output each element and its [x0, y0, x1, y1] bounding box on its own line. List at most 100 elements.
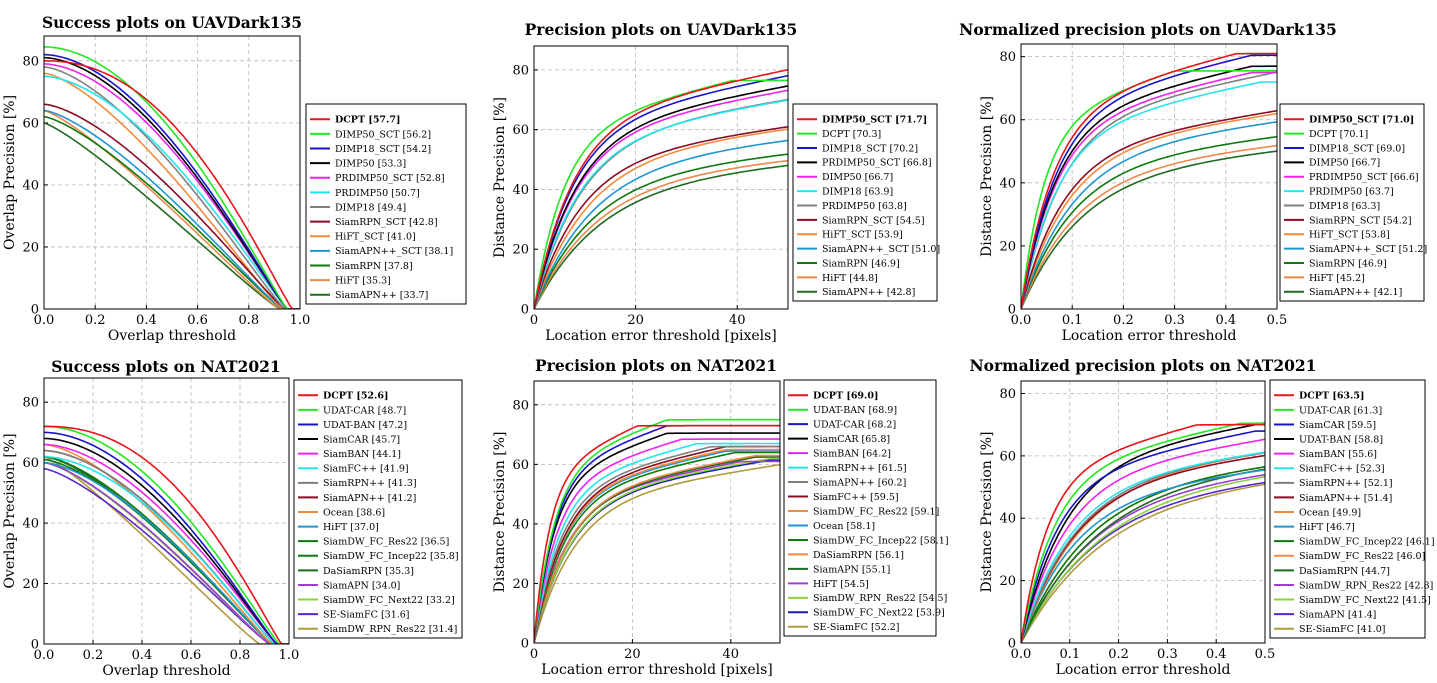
y-tick-label: 60 — [999, 449, 1016, 464]
y-tick-label: 40 — [999, 176, 1016, 191]
series-line-siamdw-fc-res22 — [534, 448, 780, 643]
y-tick-label: 60 — [512, 458, 529, 473]
legend-entry-udat-car: UDAT-CAR [48.7] — [323, 405, 406, 416]
x-axis-label: Overlap threshold — [102, 663, 230, 679]
x-tick-label: 0.4 — [1206, 647, 1227, 662]
legend-entry-udat-ban: UDAT-BAN [68.9] — [813, 405, 897, 416]
legend-entry-siamdw-fc-res22: SiamDW_FC_Res22 [46.0] — [1299, 551, 1425, 562]
legend-entry-hift: HiFT [46.7] — [1299, 522, 1355, 533]
y-axis-label: Distance Precision [%] — [979, 432, 995, 593]
series-line-dasiamrpn — [1021, 468, 1265, 643]
series-line-siamdw-rpn-res22 — [534, 457, 780, 643]
y-axis-label: Distance Precision [%] — [492, 432, 508, 593]
y-axis-label: Overlap Precision [%] — [2, 433, 18, 588]
series-line-dimp18-sct — [1021, 54, 1277, 309]
legend-entry-siamdw-fc-incep22: SiamDW_FC_Incep22 [58.1] — [813, 535, 949, 546]
series-line-hift — [44, 461, 289, 644]
x-tick-label: 0 — [530, 647, 538, 662]
legend-entry-dimp50-sct: DIMP50_SCT [56.2] — [335, 129, 431, 140]
y-tick-label: 60 — [22, 116, 39, 131]
series-line-siamban — [1021, 438, 1265, 643]
plot-frame — [43, 35, 301, 310]
x-tick-label: 0.0 — [1011, 313, 1032, 328]
chart-title: Success plots on UAVDark135 — [42, 13, 302, 32]
legend-entry-siamban: SiamBAN [64.2] — [813, 449, 891, 460]
series-line-hift — [1021, 469, 1265, 643]
series-line-siamcar — [44, 437, 289, 644]
series-line-siamapn-sct — [1021, 121, 1277, 309]
series-line-siamfc — [44, 455, 289, 644]
y-tick-label: 60 — [999, 113, 1016, 128]
legend-entry-siamdw-fc-next22: SiamDW_FC_Next22 [53.9] — [813, 608, 945, 619]
x-tick-label: 0.6 — [181, 648, 202, 663]
legend-entry-udat-car: UDAT-CAR [61.3] — [1299, 405, 1382, 416]
y-tick-label: 60 — [512, 123, 529, 138]
y-tick-label: 80 — [512, 63, 529, 78]
legend-entry-siamapn-sct: SiamAPN++_SCT [51.0] — [822, 244, 940, 255]
legend-entry-hift: HiFT [37.0] — [323, 522, 379, 533]
series-line-siamfc — [1021, 451, 1265, 643]
series-line-hift-sct — [1021, 112, 1277, 309]
series-line-siamdw-fc-incep22 — [1021, 466, 1265, 643]
legend-entry-dcpt: DCPT [70.1] — [1309, 129, 1368, 140]
legend-box — [1269, 379, 1426, 639]
series-line-dcpt — [534, 424, 780, 643]
y-tick-label: 60 — [22, 456, 39, 471]
x-tick-label: 40 — [729, 313, 746, 328]
legend-entry-siamrpn: SiamRPN++ [52.1] — [1299, 478, 1393, 489]
legend-entry-siamfc: SiamFC++ [41.9] — [323, 464, 409, 475]
plot-frame — [533, 380, 781, 644]
x-axis-label: Location error threshold — [1062, 328, 1237, 344]
series-line-hift — [44, 109, 300, 309]
legend-entry-prdimp50: PRDIMP50 [63.8] — [822, 201, 907, 212]
plot-frame — [43, 377, 290, 645]
legend: DIMP50_SCT [71.7] DCPT [70.3] DIMP18_SCT [… — [792, 103, 940, 302]
x-tick-label: 20 — [624, 647, 641, 662]
y-axis-label: Distance Precision [%] — [492, 97, 508, 258]
x-tick-label: 0.3 — [1157, 647, 1178, 662]
legend: DCPT [57.7] DIMP50_SCT [56.2] DIMP18_SCT [… — [305, 103, 467, 305]
series-line-siamapn — [534, 164, 788, 309]
legend-entry-dimp50: DIMP50 [66.7] — [1309, 158, 1380, 169]
series-line-dimp50-sct — [1021, 52, 1277, 309]
y-tick-label: 0 — [1008, 637, 1016, 652]
legend-entry-siamdw-rpn-res22: SiamDW_RPN_Res22 [42.8] — [1299, 580, 1433, 591]
legend-entry-hift: HiFT [45.2] — [1309, 273, 1365, 284]
legend: DCPT [52.6] UDAT-CAR [48.7] UDAT-BAN [47.2… — [293, 379, 463, 639]
y-tick-label: 80 — [999, 50, 1016, 65]
chart-title: Success plots on NAT2021 — [51, 357, 280, 376]
legend-entry-siamapn: SiamAPN++ [42.1] — [1309, 287, 1402, 298]
x-tick-label: 20 — [627, 313, 644, 328]
series-line-dasiamrpn — [534, 454, 780, 643]
legend-box — [293, 379, 463, 639]
legend-entry-dcpt: DCPT [57.7] — [335, 115, 400, 126]
x-tick-label: 0.0 — [1011, 647, 1032, 662]
series-line-siamapn — [534, 456, 780, 643]
series-line-siamdw-fc-incep22 — [534, 451, 780, 643]
series-line-prdimp50-sct — [1021, 71, 1277, 309]
x-tick-label: 0.4 — [1215, 313, 1236, 328]
series-line-dcpt — [1021, 70, 1277, 309]
legend-entry-siamapn: SiamAPN [34.0] — [323, 580, 400, 591]
series-line-siamapn — [534, 445, 780, 643]
legend-entry-siamban: SiamBAN [55.6] — [1299, 449, 1377, 460]
legend-entry-udat-ban: UDAT-BAN [47.2] — [323, 420, 407, 431]
legend-entry-udat-ban: UDAT-BAN [58.8] — [1299, 434, 1383, 445]
y-axis-label: Distance Precision [%] — [979, 96, 995, 257]
x-axis-label: Location error threshold [pixels] — [541, 662, 773, 678]
series-line-dimp50 — [1021, 65, 1277, 309]
x-tick-label: 0.0 — [34, 648, 55, 663]
legend-entry-dimp18-sct: DIMP18_SCT [70.2] — [822, 143, 918, 154]
legend-entry-siamdw-rpn-res22: SiamDW_RPN_Res22 [31.4] — [323, 624, 457, 635]
legend-entry-dcpt: DCPT [52.6] — [323, 391, 388, 402]
legend-entry-siamapn: SiamAPN++ [33.7] — [335, 290, 428, 301]
legend-entry-siamcar: SiamCAR [65.8] — [813, 434, 890, 445]
y-axis-label: Overlap Precision [%] — [2, 95, 18, 250]
y-tick-label: 0 — [31, 303, 39, 318]
series-line-siamcar — [1021, 430, 1265, 643]
legend-entry-dimp50: DIMP50 [53.3] — [335, 159, 406, 170]
series-line-udat-car — [44, 425, 289, 644]
legend-entry-dimp18: DIMP18 [63.9] — [822, 187, 893, 198]
legend-entry-siamrpn-sct: SiamRPN_SCT [54.5] — [822, 215, 925, 226]
chart-panel-precision-uavdark135: Precision plots on UAVDark135 0 20 40 0 20 40 6… — [492, 20, 940, 344]
